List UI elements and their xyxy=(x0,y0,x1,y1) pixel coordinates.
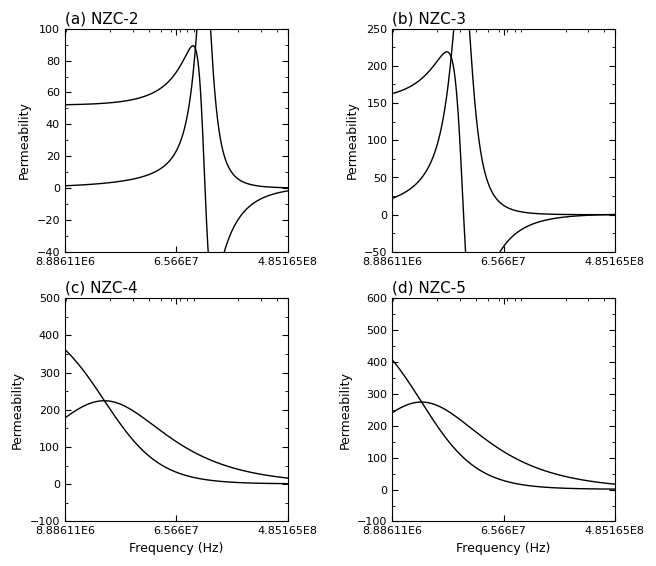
X-axis label: Frequency (Hz): Frequency (Hz) xyxy=(129,542,224,555)
Text: (a) NZC-2: (a) NZC-2 xyxy=(65,11,138,26)
Y-axis label: Permeability: Permeability xyxy=(11,371,24,449)
Y-axis label: Permeability: Permeability xyxy=(18,101,31,179)
Y-axis label: Permeability: Permeability xyxy=(346,101,358,179)
Text: (c) NZC-4: (c) NZC-4 xyxy=(65,281,138,295)
Text: (d) NZC-5: (d) NZC-5 xyxy=(392,281,466,295)
Text: (b) NZC-3: (b) NZC-3 xyxy=(392,11,466,26)
X-axis label: Frequency (Hz): Frequency (Hz) xyxy=(457,542,551,555)
Y-axis label: Permeability: Permeability xyxy=(338,371,352,449)
